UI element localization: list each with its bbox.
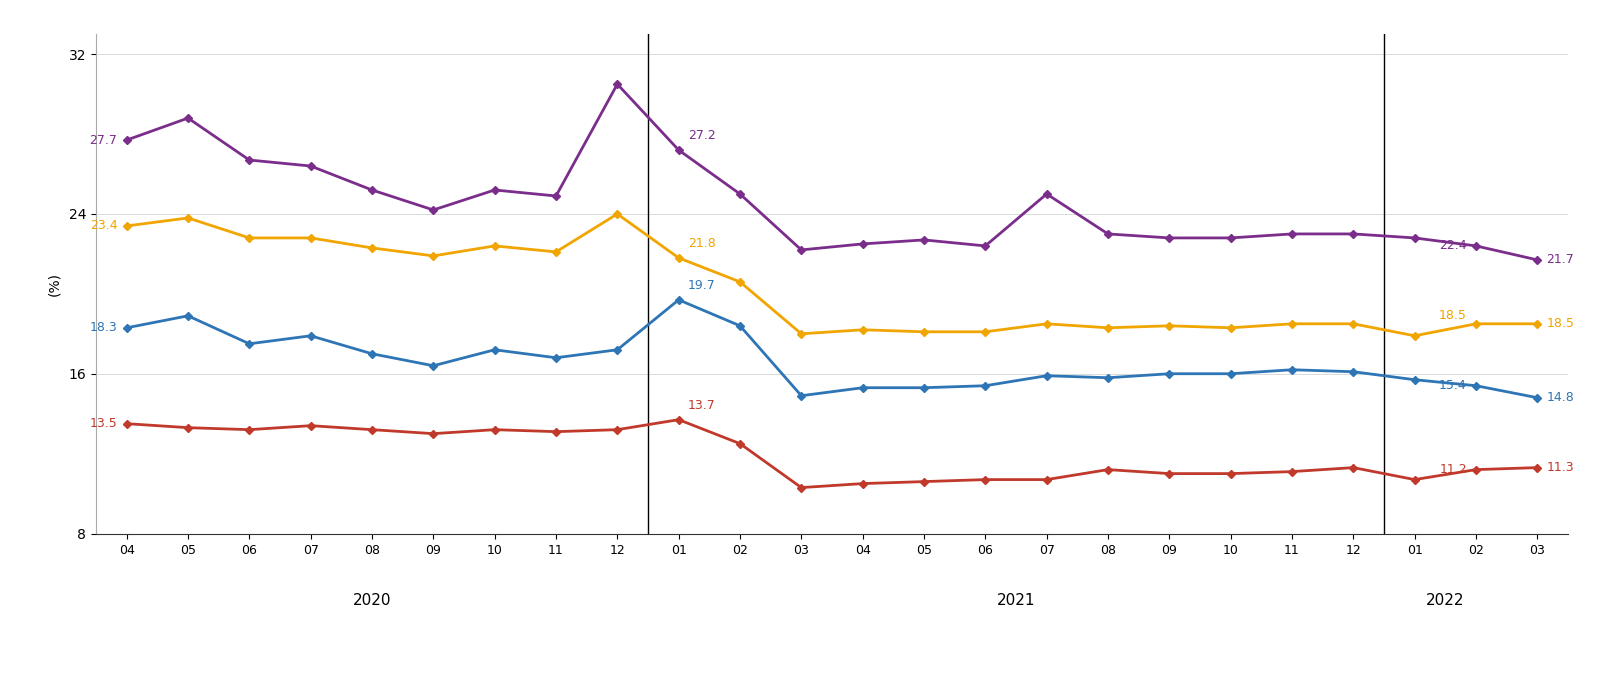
Text: 18.5: 18.5 [1438,309,1467,322]
Text: 18.3: 18.3 [90,321,117,334]
Text: 15.4: 15.4 [1438,379,1467,392]
Text: 19.7: 19.7 [688,279,715,292]
Text: 11.2: 11.2 [1438,463,1467,476]
Text: 27.2: 27.2 [688,129,715,142]
Text: 23.4: 23.4 [90,220,117,233]
Text: 14.8: 14.8 [1547,391,1574,404]
Text: 22.4: 22.4 [1438,239,1467,252]
Text: 21.7: 21.7 [1547,253,1574,266]
Text: 18.5: 18.5 [1547,317,1574,330]
Text: 2022: 2022 [1426,594,1464,609]
Text: 21.8: 21.8 [688,237,715,250]
Text: 11.3: 11.3 [1547,461,1574,474]
Text: 13.7: 13.7 [688,399,715,412]
Y-axis label: (%): (%) [48,272,61,296]
Text: 13.5: 13.5 [90,417,117,430]
Text: 27.7: 27.7 [90,133,117,146]
Text: 2020: 2020 [352,594,392,609]
Text: 2021: 2021 [997,594,1035,609]
